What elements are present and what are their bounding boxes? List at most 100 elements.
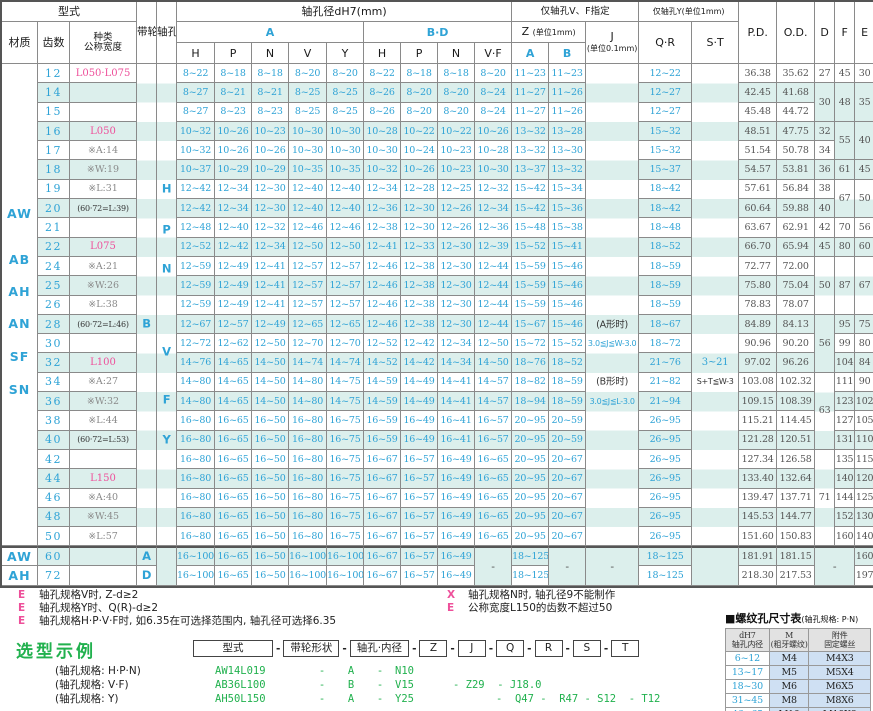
format-box: 型式 bbox=[193, 640, 273, 657]
cell: 60.64 bbox=[739, 199, 778, 219]
cell: 78.83 bbox=[739, 295, 778, 315]
cell: 16~80 bbox=[177, 488, 216, 508]
cell: 14~57 bbox=[475, 392, 513, 412]
table-row: AH 72 D 16~100 16~65 16~50 16~100 16~100 16~67 16… bbox=[2, 566, 873, 586]
cell: 42.45 bbox=[739, 83, 778, 103]
notes-right: X 轴孔规格N时, 轴孔径9不能制作 E 公称宽度L150的齿数不超过50 bbox=[447, 589, 615, 615]
cell: 16~80 bbox=[177, 507, 216, 528]
example-code-part: Y25 bbox=[395, 693, 414, 705]
table-row: 20 (60·72=L:39) 12~42 12~34 12~30 12~40 12~40 1… bbox=[2, 199, 873, 219]
header-y-only: 仅轴孔Y(单位1mm) bbox=[639, 2, 740, 22]
table-row: 22 L075 12~52 12~42 12~34 12~50 12~50 12~41 12~3… bbox=[2, 237, 873, 257]
cell: 10~26 bbox=[252, 141, 290, 161]
cell: 16~100 bbox=[289, 546, 328, 567]
cell: 18~125 bbox=[512, 566, 550, 586]
cell: 8~23 bbox=[252, 102, 290, 122]
header-a-n: N bbox=[252, 43, 290, 64]
cell: 14~75 bbox=[327, 392, 365, 412]
cell: 60 bbox=[38, 546, 70, 567]
cell: 12~72 bbox=[177, 334, 216, 354]
cell: 12~44 bbox=[475, 314, 513, 335]
cell: 20~67 bbox=[549, 507, 587, 528]
cell: 16~49 bbox=[401, 411, 439, 431]
cell: 16~65 bbox=[215, 430, 253, 450]
cell: 14 bbox=[38, 83, 70, 103]
cell: 12~22 bbox=[639, 64, 693, 84]
cell: 18~52 bbox=[549, 353, 587, 373]
cell: 10~24 bbox=[401, 141, 439, 161]
cell: 16~57 bbox=[401, 527, 439, 547]
cell: 20~95 bbox=[512, 488, 550, 508]
cell: 10~26 bbox=[401, 160, 439, 180]
cell: 16~80 bbox=[289, 411, 328, 431]
note-mark: E bbox=[18, 602, 26, 614]
cell: - bbox=[475, 546, 513, 586]
cell: 12~30 bbox=[401, 199, 439, 219]
cell: 12~41 bbox=[252, 276, 290, 296]
cell: 105 bbox=[855, 411, 873, 431]
cell: 78.07 bbox=[777, 295, 816, 315]
cell: ※A:27 bbox=[70, 372, 138, 393]
thread-row: 18~30 M6 M6X5 bbox=[725, 679, 871, 694]
table-row: 40 (60·72=L:53) 16~80 16~65 16~50 16~80 16~75 1… bbox=[2, 430, 873, 450]
cell: ※L:44 bbox=[70, 411, 138, 431]
cell: 18~125 bbox=[639, 546, 693, 567]
thread-cell: M10 bbox=[768, 707, 810, 711]
cell: 12~44 bbox=[475, 256, 513, 277]
cell: 16~41 bbox=[438, 411, 476, 431]
thread-row: 31~45 M8 M8X6 bbox=[725, 693, 871, 708]
cell: 12~36 bbox=[475, 218, 513, 238]
cell: 16~50 bbox=[252, 411, 290, 431]
cell: 44 bbox=[38, 469, 70, 489]
cell: 20~59 bbox=[549, 430, 587, 450]
cell: 16~67 bbox=[364, 546, 402, 567]
header-z-a: A bbox=[512, 43, 550, 64]
cell: 10~30 bbox=[289, 121, 328, 142]
overlay-label: AB bbox=[8, 251, 31, 267]
note-mark: X bbox=[447, 589, 456, 601]
cell: 126.58 bbox=[777, 449, 816, 470]
format-box: T bbox=[611, 640, 640, 657]
header-a-v: V bbox=[289, 43, 328, 64]
note-mark: E bbox=[18, 615, 26, 627]
cell: 10~29 bbox=[215, 160, 253, 180]
table-row: 21 12~48 12~40 12~32 12~46 12~46 12~38 12~30 12~… bbox=[2, 218, 873, 238]
table-row: 15 8~27 8~23 8~23 8~25 8~25 8~26 8~20 8~20 8~24 11… bbox=[2, 102, 873, 122]
pulley-shape: D bbox=[137, 566, 158, 586]
cell: 20~95 bbox=[512, 507, 550, 528]
cell: 18~59 bbox=[549, 372, 587, 393]
example-code-part: - bbox=[376, 693, 384, 705]
cell: 10~26 bbox=[475, 121, 513, 142]
cell: ※W:26 bbox=[70, 276, 138, 296]
spec-table: 型式 带轮形状 轴孔规格 轴孔径dH7(mm) 仅轴孔V、F指定 仅轴孔Y(单位… bbox=[0, 0, 873, 588]
cell: 12~30 bbox=[438, 314, 476, 335]
format-separator: - bbox=[527, 642, 532, 655]
cell: 71 bbox=[815, 449, 836, 547]
cell: 20 bbox=[38, 199, 70, 219]
cell: 72.00 bbox=[777, 256, 816, 277]
cell: 16~49 bbox=[438, 488, 476, 508]
example-code-part: AB36L100 bbox=[215, 679, 266, 691]
cell: 10~23 bbox=[438, 160, 476, 180]
cell: 14~80 bbox=[289, 372, 328, 393]
cell: 10~22 bbox=[401, 121, 439, 142]
cell: 16~80 bbox=[177, 449, 216, 470]
cell: 8~21 bbox=[215, 83, 253, 103]
bore-spec: H P N V F Y bbox=[157, 64, 178, 547]
cell: 14~80 bbox=[177, 392, 216, 412]
cell: 12~28 bbox=[401, 179, 439, 200]
cell: 26~95 bbox=[639, 488, 693, 508]
cell: 12~34 bbox=[364, 179, 402, 200]
cell: 11~26 bbox=[549, 83, 587, 103]
cell: 10~30 bbox=[327, 141, 365, 161]
cell: 15~32 bbox=[639, 121, 693, 142]
thread-row: 13~17 M5 M5X4 bbox=[725, 665, 871, 680]
cell: 70 bbox=[835, 218, 856, 238]
cell: 16~65 bbox=[215, 566, 253, 586]
header-a-p: P bbox=[215, 43, 253, 64]
cell: 17 bbox=[38, 141, 70, 161]
cell: 44.72 bbox=[777, 102, 816, 122]
cell: 35.62 bbox=[777, 64, 816, 84]
cell: 12~40 bbox=[327, 179, 365, 200]
cell: 181.15 bbox=[777, 546, 816, 567]
